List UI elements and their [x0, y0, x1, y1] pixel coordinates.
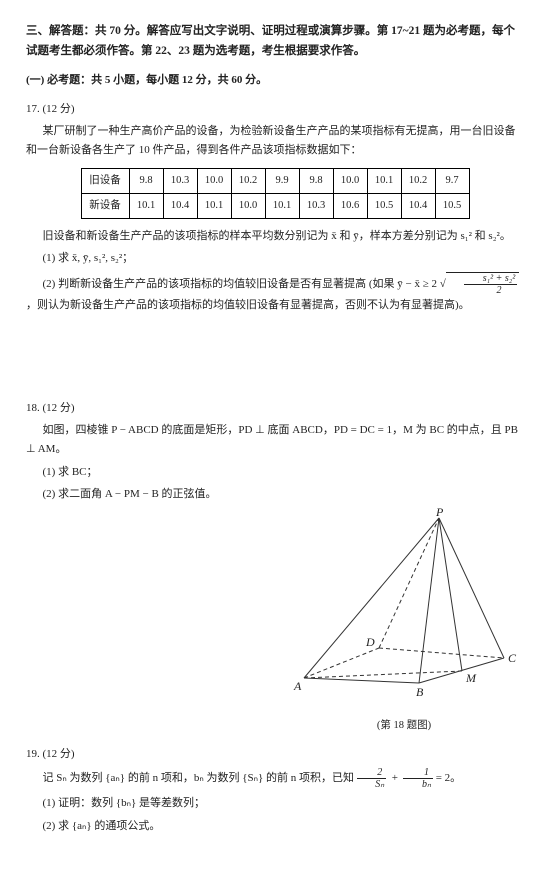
label-A: A [293, 679, 302, 693]
cell: 10.0 [197, 168, 231, 193]
cell: 10.1 [367, 168, 401, 193]
q19-number: 19. (12 分) [26, 745, 524, 764]
q17-sub2-a: (2) 判断新设备生产产品的该项指标的均值较旧设备是否有显著提高 (如果 ȳ −… [43, 278, 437, 290]
pyramid-svg: P A B C D M [284, 508, 524, 708]
label-M: M [465, 671, 477, 685]
frac-num: 1 [403, 767, 432, 779]
cell: 10.6 [333, 193, 367, 218]
q19-sub1: (1) 证明：数列 {bₙ} 是等差数列； [26, 794, 524, 813]
label-B: B [416, 685, 424, 699]
cell: 10.3 [299, 193, 333, 218]
cell: 10.3 [163, 168, 197, 193]
cell: 10.2 [401, 168, 435, 193]
spacer [26, 319, 524, 389]
row-label: 新设备 [81, 193, 129, 218]
cell: 10.0 [333, 168, 367, 193]
cell: 10.4 [163, 193, 197, 218]
q17-p1: 某厂研制了一种生产高价产品的设备，为检验新设备生产产品的某项指标有无提高，用一台… [26, 122, 524, 159]
row-label: 旧设备 [81, 168, 129, 193]
q19-p1: 记 Sₙ 为数列 {aₙ} 的前 n 项和，bₙ 为数列 {Sₙ} 的前 n 项… [26, 767, 524, 790]
q17-table: 旧设备 9.8 10.3 10.0 10.2 9.9 9.8 10.0 10.1… [81, 168, 470, 219]
section-subtitle: (一) 必考题：共 5 小题，每小题 12 分，共 60 分。 [26, 71, 524, 90]
q19-p1b: = 2。 [436, 772, 461, 784]
frac-den: 2 [464, 285, 517, 296]
cell: 9.8 [129, 168, 163, 193]
frac-den: bₙ [403, 779, 432, 790]
frac-num: 2 [357, 767, 386, 779]
cell: 9.9 [265, 168, 299, 193]
q18-caption: (第 18 题图) [284, 717, 524, 735]
spacer [26, 840, 524, 854]
label-P: P [435, 508, 444, 519]
label-C: C [508, 651, 517, 665]
q17-sub2-b: ，则认为新设备生产产品的该项指标的均值较旧设备有显著提高，否则不认为有显著提高)… [26, 299, 470, 311]
cell: 10.1 [129, 193, 163, 218]
cell: 9.7 [435, 168, 469, 193]
table-row: 新设备 10.1 10.4 10.1 10.0 10.1 10.3 10.6 1… [81, 193, 469, 218]
cell: 10.1 [197, 193, 231, 218]
section-title: 三、解答题：共 70 分。解答应写出文字说明、证明过程或演算步骤。第 17~21… [26, 22, 524, 61]
q18-figure: P A B C D M (第 18 题图) [26, 508, 524, 735]
q19-sub2: (2) 求 {aₙ} 的通项公式。 [26, 817, 524, 836]
cell: 10.5 [367, 193, 401, 218]
cell: 10.2 [231, 168, 265, 193]
q18-p1: 如图，四棱锥 P − ABCD 的底面是矩形，PD ⊥ 底面 ABCD，PD =… [26, 421, 524, 458]
cell: 10.5 [435, 193, 469, 218]
cell: 10.0 [231, 193, 265, 218]
q17-sub2: (2) 判断新设备生产产品的该项指标的均值较旧设备是否有显著提高 (如果 ȳ −… [26, 272, 524, 315]
q18-sub1: (1) 求 BC； [26, 463, 524, 482]
q17-sub1: (1) 求 x̄, ȳ, s₁², s₂²； [26, 249, 524, 268]
table-row: 旧设备 9.8 10.3 10.0 10.2 9.9 9.8 10.0 10.1… [81, 168, 469, 193]
q19-p1a: 记 Sₙ 为数列 {aₙ} 的前 n 项和，bₙ 为数列 {Sₙ} 的前 n 项… [43, 772, 357, 784]
cell: 10.1 [265, 193, 299, 218]
cell: 10.4 [401, 193, 435, 218]
q18-sub2: (2) 求二面角 A − PM − B 的正弦值。 [26, 485, 524, 504]
q17-number: 17. (12 分) [26, 100, 524, 119]
q17-p2: 旧设备和新设备生产产品的该项指标的样本平均数分别记为 x̄ 和 ȳ，样本方差分别… [26, 227, 524, 246]
label-D: D [365, 635, 375, 649]
frac-den: Sₙ [357, 779, 386, 790]
q18-number: 18. (12 分) [26, 399, 524, 418]
frac-num: s₁² + s₂² [464, 273, 517, 285]
cell: 9.8 [299, 168, 333, 193]
